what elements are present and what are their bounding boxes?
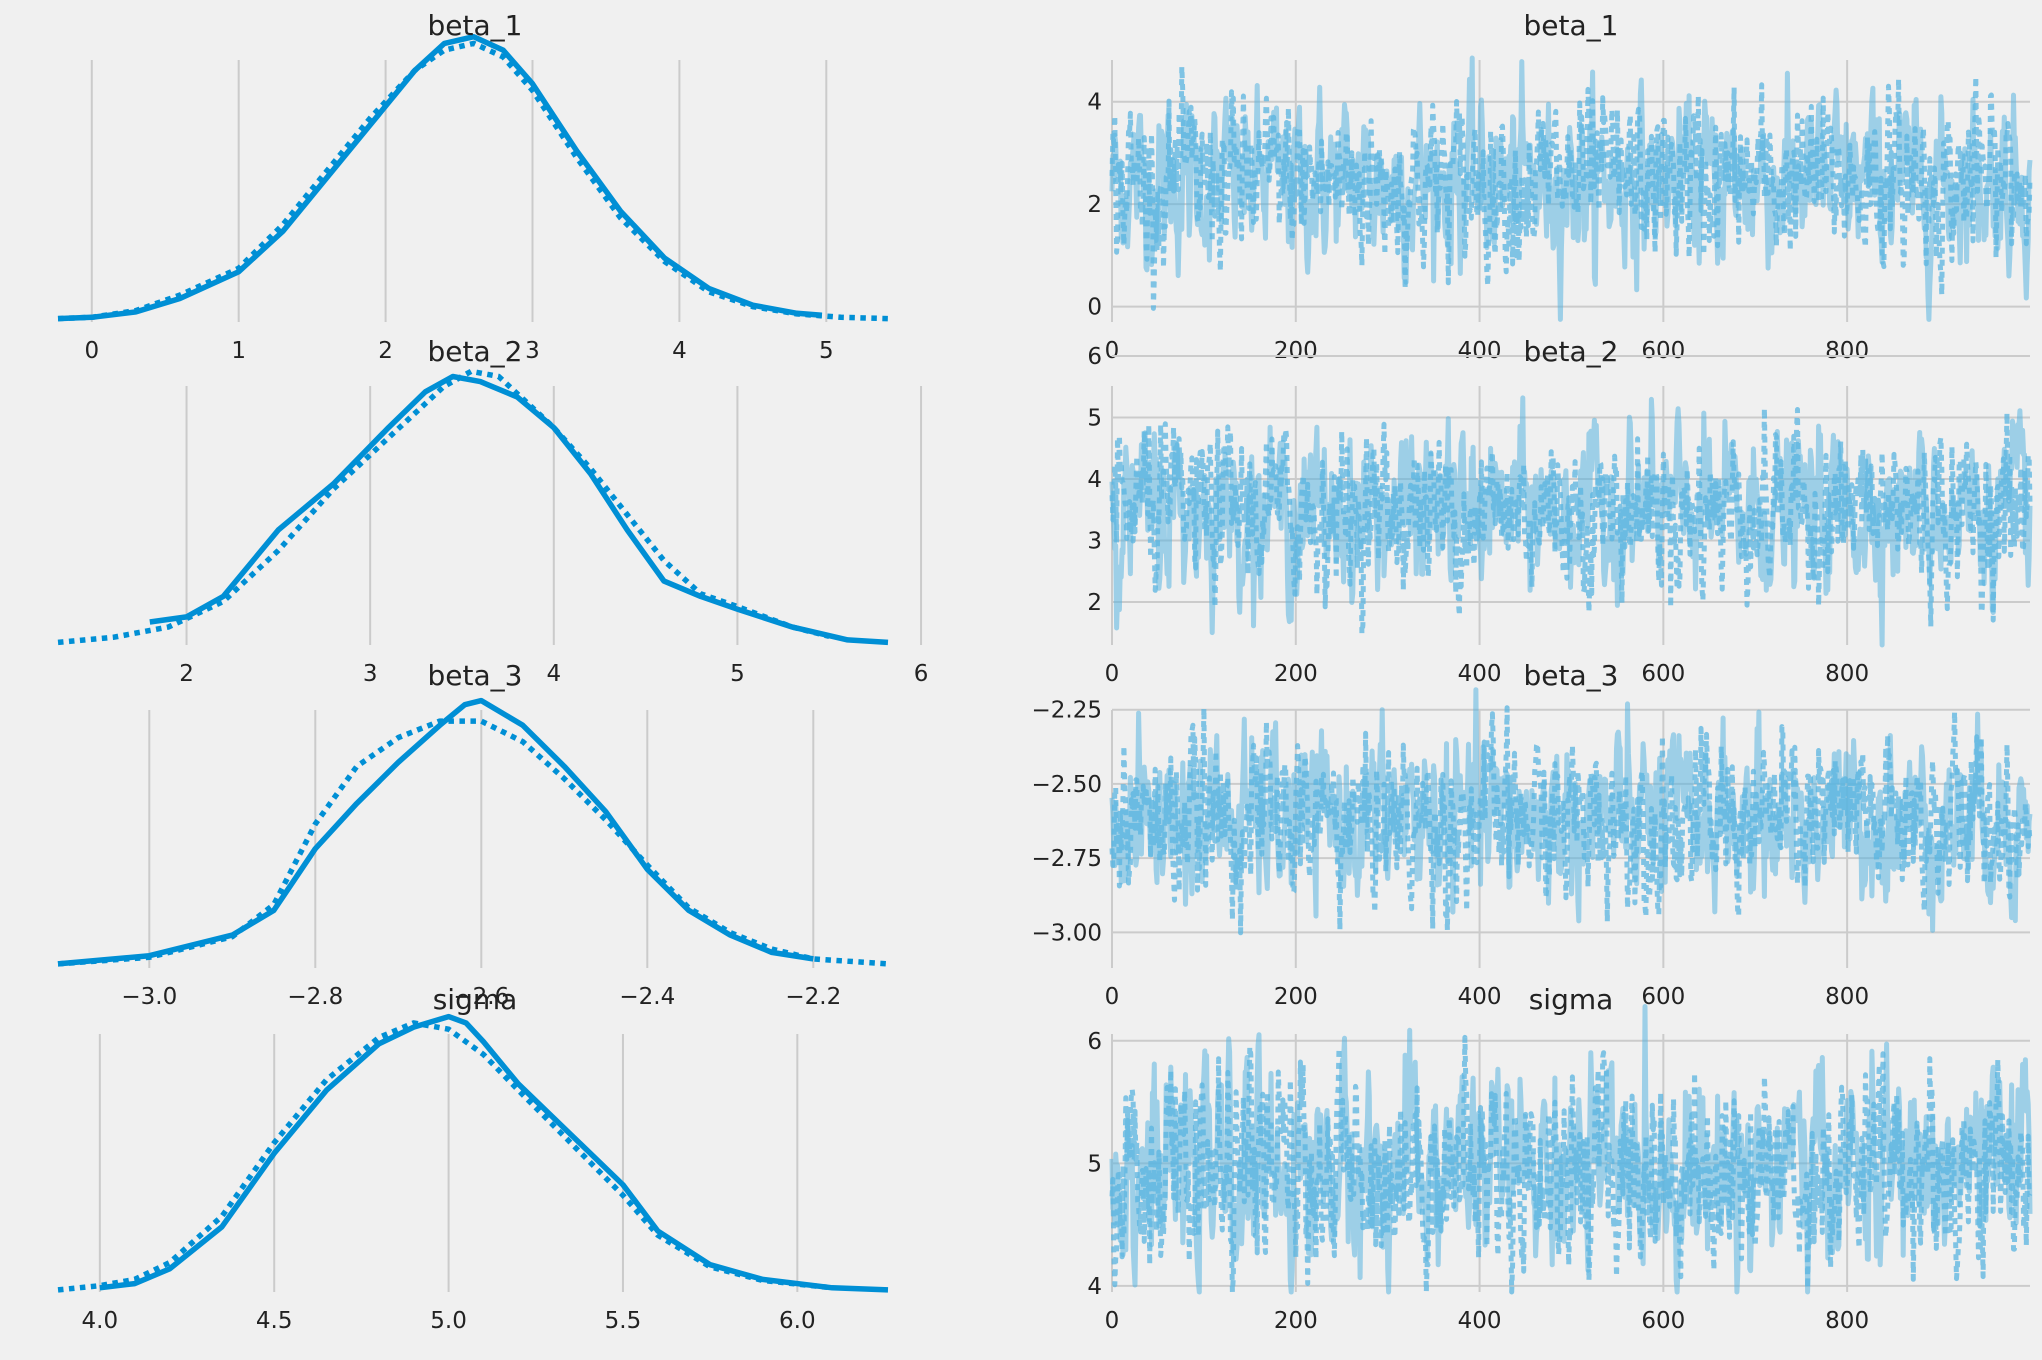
kde-curve-solid [149,373,889,646]
y-tick-label: 5 [1087,1151,1102,1177]
kde-curve-dotted [57,718,889,967]
y-tick-label: −2.75 [1032,846,1102,872]
sigma-trace-panel: 0 200 400 600 800 4 5 6 sigma [1087,983,2033,1334]
panel-title: beta_1 [428,9,523,42]
trace-chain-dotted [1109,705,2033,936]
x-tick-label: 3 [525,338,540,364]
x-tick-label: −2.2 [785,984,841,1010]
panel-title: beta_2 [428,335,523,368]
x-tick-label: −2.8 [287,984,343,1010]
x-tick-label: 0 [84,338,99,364]
kde-curve-dotted [57,368,830,646]
x-tick-label: 800 [1825,984,1869,1010]
x-tick-label: 4.0 [82,1308,119,1334]
x-tick-label: 5 [819,338,834,364]
x-tick-label: 3 [363,661,378,687]
x-tick-label: 400 [1458,338,1502,364]
y-tick-label: 5 [1087,405,1102,431]
beta-1-trace-panel: 0 200 400 600 800 0 2 4 beta_1 [1087,9,2033,364]
trace-chain-dotted [1109,64,2033,311]
x-tick-label: 800 [1825,661,1869,687]
kde-curve-solid [99,1013,889,1293]
x-tick-label: 0 [1105,338,1120,364]
x-tick-label: 2 [179,661,194,687]
x-tick-label: −2.4 [619,984,675,1010]
x-tick-label: 600 [1641,1308,1685,1334]
x-tick-label: 400 [1458,984,1502,1010]
x-tick-label: 6.0 [779,1308,816,1334]
y-tick-label: 2 [1087,192,1102,218]
x-tick-label: 1 [231,338,246,364]
trace-chain-dotted [1109,405,2033,637]
x-tick-label: 800 [1825,338,1869,364]
x-tick-label: 0 [1105,1308,1120,1334]
beta-2-density-panel: 2 3 4 5 6 beta_2 [57,335,929,687]
beta-1-density-panel: 0 1 2 3 4 5 beta_1 [57,9,889,364]
x-tick-label: 200 [1274,984,1318,1010]
beta-3-density-panel: −3.0 −2.8 −2.6 −2.4 −2.2 beta_3 [57,659,889,1010]
x-tick-label: 200 [1274,338,1318,364]
y-tick-label: 4 [1087,467,1102,493]
x-tick-label: 5 [730,661,745,687]
y-tick-label: 3 [1087,528,1102,554]
beta-3-trace-panel: 0 200 400 600 800 −2.25 −2.50 −2.75 −3.00 beta_3 [1032,659,2033,1010]
kde-curve-solid [57,697,814,967]
y-tick-label: −2.50 [1032,772,1102,798]
sigma-density-panel: 4.0 4.5 5.0 5.5 6.0 sigma [57,983,889,1334]
x-tick-label: 5.5 [605,1308,642,1334]
kde-curve-dotted [57,1020,833,1293]
y-tick-label: 6 [1087,344,1102,370]
y-tick-label: 4 [1087,1274,1102,1300]
panel-title: beta_3 [1524,659,1619,692]
x-tick-label: 4 [546,661,561,687]
panel-title: beta_3 [428,659,523,692]
x-tick-label: 0 [1105,661,1120,687]
x-tick-label: 600 [1641,338,1685,364]
x-tick-label: 4.5 [256,1308,293,1334]
x-tick-label: 200 [1274,661,1318,687]
y-tick-label: 0 [1087,295,1102,321]
panel-title: sigma [433,983,518,1016]
y-tick-label: −3.00 [1032,920,1102,946]
panel-title: sigma [1529,983,1614,1016]
x-tick-label: 600 [1641,661,1685,687]
y-tick-label: 6 [1087,1029,1102,1055]
trace-chain-dotted [1109,1034,2033,1295]
x-tick-label: 2 [378,338,393,364]
x-tick-label: 400 [1458,661,1502,687]
x-tick-label: 4 [672,338,687,364]
y-tick-label: 4 [1087,90,1102,116]
x-tick-label: 400 [1458,1308,1502,1334]
x-tick-label: 200 [1274,1308,1318,1334]
x-tick-label: 6 [914,661,929,687]
kde-curve-solid [57,33,823,322]
x-tick-label: 5.0 [430,1308,467,1334]
kde-curve-dotted [57,40,889,322]
panel-title: beta_2 [1524,335,1619,368]
x-tick-label: −2.6 [453,984,509,1010]
x-tick-label: 800 [1825,1308,1869,1334]
x-tick-label: 600 [1641,984,1685,1010]
x-tick-label: 0 [1105,984,1120,1010]
panel-title: beta_1 [1524,9,1619,42]
y-tick-label: −2.25 [1032,698,1102,724]
beta-2-trace-panel: 0 200 400 600 800 2 3 4 5 6 beta_2 [1087,335,2033,687]
y-tick-label: 2 [1087,590,1102,616]
x-tick-label: −3.0 [121,984,177,1010]
